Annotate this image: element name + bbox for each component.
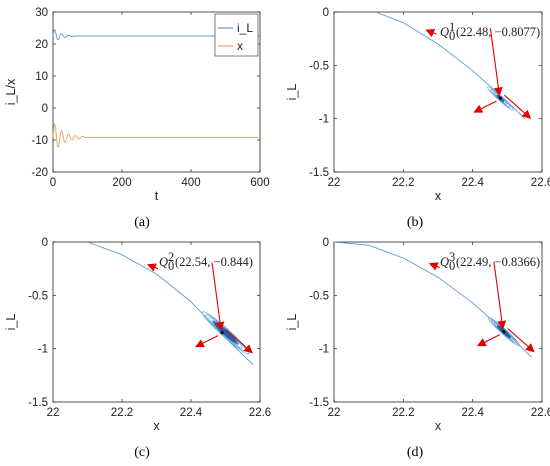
x-tick-label: 22 — [328, 407, 341, 419]
x-axis-label: x — [435, 189, 442, 203]
annotation-subscript: 0 — [168, 259, 174, 273]
x-tick-label: 22 — [328, 177, 341, 189]
y-axis-label: i_L — [285, 314, 299, 331]
eigen-arrow-in — [476, 334, 501, 347]
annotation-superscript: 1 — [449, 20, 455, 34]
y-axis-label: i_L/x — [4, 78, 18, 105]
y-tick-label: -1 — [38, 344, 48, 356]
y-tick-label: 30 — [35, 7, 48, 19]
y-axis-label: i_L — [285, 84, 299, 101]
x-tick-label: 22.2 — [111, 407, 133, 419]
panel-caption: (d) — [407, 445, 424, 460]
y-axis-label: i_L — [4, 314, 18, 331]
eigen-arrow-in — [195, 335, 219, 348]
limit-cycle-ring — [201, 311, 250, 355]
eigen-arrow-out — [225, 329, 253, 354]
x-tick-label: 22.4 — [461, 407, 484, 419]
y-tick-label: -0.5 — [309, 60, 329, 72]
annotation-Q-symbol: Q — [440, 255, 449, 269]
y-tick-label: -20 — [31, 167, 48, 179]
y-tick-label: 0 — [42, 237, 48, 249]
y-tick-label: -1.5 — [309, 397, 329, 409]
annotation-Q-symbol: Q — [440, 25, 449, 39]
equilibrium-point — [220, 331, 224, 335]
annotation-Q-symbol: Q — [159, 255, 168, 269]
x-axis-label: t — [155, 189, 159, 203]
annotation-coords: (22.54, −0.844) — [175, 255, 253, 269]
x-tick-label: 22.2 — [392, 407, 414, 419]
y-tick-label: 0 — [323, 237, 329, 249]
x-tick-label: 22.2 — [392, 177, 414, 189]
panel-caption: (c) — [134, 445, 150, 460]
legend-box — [214, 13, 259, 57]
panel-caption: (b) — [407, 215, 424, 230]
y-tick-label: 20 — [35, 39, 48, 51]
y-tick-label: -0.5 — [28, 290, 48, 302]
pointer-arrow — [211, 262, 225, 331]
eigen-arrow-in — [473, 100, 497, 113]
y-tick-label: 0 — [323, 7, 329, 19]
x-tick-label: 22.6 — [249, 407, 271, 419]
x-tick-label: 22.4 — [180, 407, 203, 419]
axes-frame — [333, 11, 543, 173]
x-tick-label: 22.4 — [461, 177, 484, 189]
y-tick-label: -0.5 — [309, 290, 329, 302]
flow-arrow — [147, 263, 159, 272]
x-tick-label: 22 — [47, 407, 60, 419]
equilibrium-point — [502, 330, 506, 334]
limit-cycle-ring — [491, 319, 517, 344]
dense-core — [212, 321, 239, 345]
y-tick-label: -10 — [31, 135, 48, 147]
x-tick-label: 0 — [50, 177, 56, 189]
eigen-arrow-out — [507, 328, 535, 353]
series-line-x — [52, 123, 260, 148]
x-axis-label: x — [153, 419, 160, 433]
annotation-subscript: 0 — [449, 29, 455, 43]
equilibrium-point — [498, 96, 502, 100]
x-tick-label: 200 — [112, 177, 131, 189]
legend-label: i_L — [237, 21, 253, 35]
x-tick-label: 22.6 — [531, 407, 550, 419]
y-tick-label: -1.5 — [28, 397, 48, 409]
y-tick-label: -1 — [319, 344, 329, 356]
x-tick-label: 22.6 — [531, 177, 550, 189]
axes-frame — [333, 241, 543, 403]
panel-caption: (a) — [134, 215, 150, 230]
panel-a: 0 200 400 600 -20 -10 0 10 20 30 t i_L/x (a) i_Lx — [4, 7, 270, 230]
y-tick-label: -1.5 — [309, 167, 329, 179]
x-tick-label: 400 — [181, 177, 200, 189]
x-axis-label: x — [435, 419, 442, 433]
annotation-subscript: 0 — [449, 259, 455, 273]
flow-arrow — [425, 28, 437, 38]
x-tick-label: 600 — [250, 177, 269, 189]
axes-frame — [52, 241, 261, 403]
annotation-superscript: 3 — [449, 250, 455, 264]
y-tick-label: 10 — [35, 71, 48, 83]
axes-frame — [52, 11, 261, 173]
legend-label: x — [237, 39, 243, 53]
flow-arrow — [428, 262, 441, 271]
eigen-arrow-out — [504, 94, 532, 119]
annotation-superscript: 2 — [168, 250, 174, 264]
y-tick-label: 0 — [42, 103, 48, 115]
pointer-arrow — [493, 261, 507, 330]
y-tick-label: -1 — [319, 114, 329, 126]
annotation-coords: (22.49, −0.8366) — [456, 255, 540, 269]
limit-cycle-ring — [487, 86, 514, 111]
annotation-coords: (22.48, −0.8077) — [456, 25, 540, 39]
pointer-arrow — [489, 28, 503, 97]
